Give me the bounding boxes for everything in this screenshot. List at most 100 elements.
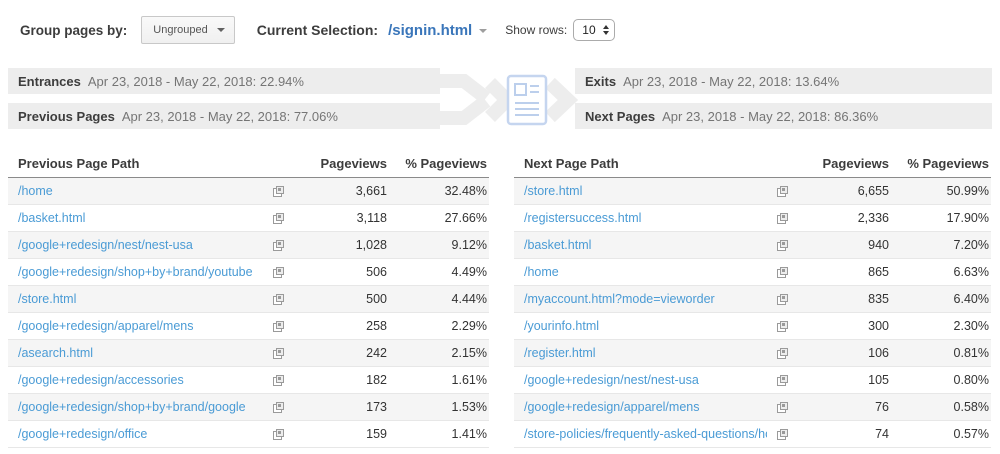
pageviews-value: 74 — [875, 427, 889, 441]
pageviews-value: 300 — [868, 319, 889, 333]
page-path-link[interactable]: /home — [18, 184, 53, 198]
page-path-link[interactable]: /myaccount.html?mode=vieworder — [524, 292, 715, 306]
entrances-detail: Apr 23, 2018 - May 22, 2018: 22.94% — [87, 73, 304, 89]
pageviews-value: 500 — [366, 292, 387, 306]
page-path-link[interactable]: /google+redesign/nest/nest-usa — [524, 373, 699, 387]
next-table-header: Next Page Path Pageviews % Pageviews — [514, 150, 991, 178]
pageviews-pct: 6.40% — [953, 292, 989, 306]
entrances-label: Entrances — [18, 73, 81, 89]
col-pageviews: Pageviews — [822, 156, 890, 171]
next-pages-detail: Apr 23, 2018 - May 22, 2018: 86.36% — [662, 108, 879, 124]
pageviews-pct: 1.61% — [451, 373, 487, 387]
pageviews-pct: 2.15% — [451, 346, 487, 360]
page-path-link[interactable]: /google+redesign/shop+by+brand/google — [18, 400, 246, 414]
page-path-link[interactable]: /registersuccess.html — [524, 211, 642, 225]
open-page-icon[interactable] — [261, 293, 295, 306]
page-path-link[interactable]: /google+redesign/nest/nest-usa — [18, 238, 193, 252]
open-page-icon[interactable] — [767, 212, 797, 225]
pageviews-value: 159 — [366, 427, 387, 441]
pageviews-pct: 1.53% — [451, 400, 487, 414]
page-path-link[interactable]: /store.html — [18, 292, 77, 306]
page-path-link[interactable]: /basket.html — [18, 211, 86, 225]
table-row: /home 865 6.63% — [514, 259, 991, 286]
page-path-link[interactable]: /register.html — [524, 346, 596, 360]
open-page-icon[interactable] — [767, 320, 797, 333]
open-page-icon[interactable] — [767, 293, 797, 306]
table-row: /yourinfo.html 300 2.30% — [514, 313, 991, 340]
current-selection-label: Current Selection: — [256, 22, 379, 38]
page-document-icon — [506, 74, 548, 126]
open-page-icon[interactable] — [767, 401, 797, 414]
open-page-icon[interactable] — [767, 185, 797, 198]
open-page-icon[interactable] — [767, 239, 797, 252]
pageviews-pct: 2.29% — [451, 319, 487, 333]
next-pages-label: Next Pages — [585, 108, 656, 124]
toolbar: Group pages by: Ungrouped Current Select… — [20, 14, 616, 46]
open-page-icon[interactable] — [261, 212, 295, 225]
pageviews-value: 6,655 — [857, 184, 889, 198]
page-path-link[interactable]: /yourinfo.html — [524, 319, 600, 333]
pageviews-pct: 7.20% — [953, 238, 989, 252]
page-path-link[interactable]: /google+redesign/shop+by+brand/youtube — [18, 265, 253, 279]
page-path-link[interactable]: /google+redesign/accessories — [18, 373, 184, 387]
open-page-icon[interactable] — [261, 185, 295, 198]
table-row: /google+redesign/apparel/mens 76 0.58% — [514, 394, 991, 421]
flow-arrows — [438, 74, 578, 126]
page-path-link[interactable]: /store-policies/frequently-asked-questio… — [524, 427, 767, 441]
exits-bar: Exits Apr 23, 2018 - May 22, 2018: 13.64… — [575, 68, 992, 94]
group-pages-dropdown[interactable]: Ungrouped — [141, 16, 235, 44]
open-page-icon[interactable] — [261, 428, 295, 441]
page-path-link[interactable]: /store.html — [524, 184, 583, 198]
pageviews-value: 173 — [366, 400, 387, 414]
open-page-icon[interactable] — [261, 347, 295, 360]
pageviews-pct: 6.63% — [953, 265, 989, 279]
open-page-icon[interactable] — [261, 374, 295, 387]
table-row: /basket.html 940 7.20% — [514, 232, 991, 259]
open-page-icon[interactable] — [261, 239, 295, 252]
previous-table-header: Previous Page Path Pageviews % Pageviews — [8, 150, 489, 178]
group-pages-dropdown-value: Ungrouped — [153, 24, 208, 36]
previous-pages-label: Previous Pages — [18, 108, 115, 124]
table-row: /google+redesign/shop+by+brand/youtube 5… — [8, 259, 489, 286]
open-page-icon[interactable] — [767, 266, 797, 279]
pageviews-value: 76 — [875, 400, 889, 414]
page-path-link[interactable]: /asearch.html — [18, 346, 94, 360]
pageviews-pct: 1.41% — [451, 427, 487, 441]
flow-summary: Entrances Apr 23, 2018 - May 22, 2018: 2… — [0, 58, 1000, 142]
pageviews-pct: 2.30% — [953, 319, 989, 333]
stepper-arrows-icon — [602, 25, 609, 35]
show-rows-select[interactable]: 10 — [573, 19, 616, 41]
open-page-icon[interactable] — [261, 401, 295, 414]
open-page-icon[interactable] — [767, 374, 797, 387]
pageviews-pct: 50.99% — [946, 184, 989, 198]
next-table-body: /store.html 6,655 50.99% /registersucces… — [514, 178, 991, 448]
pageviews-value: 3,661 — [355, 184, 387, 198]
col-next-page-path: Next Page Path — [524, 156, 619, 171]
pageviews-value: 242 — [366, 346, 387, 360]
previous-table-body: /home 3,661 32.48% /basket.html — [8, 178, 489, 448]
pageviews-pct: 0.57% — [953, 427, 989, 441]
current-selection-dropdown[interactable]: /signin.html — [388, 21, 488, 39]
pageviews-value: 105 — [868, 373, 889, 387]
previous-pages-table: Previous Page Path Pageviews % Pageviews… — [8, 150, 489, 448]
pageviews-pct: 0.81% — [953, 346, 989, 360]
previous-pages-detail: Apr 23, 2018 - May 22, 2018: 77.06% — [121, 108, 338, 124]
page-path-link[interactable]: /basket.html — [524, 238, 592, 252]
pageviews-value: 3,118 — [356, 211, 387, 225]
open-page-icon[interactable] — [261, 266, 295, 279]
open-page-icon[interactable] — [767, 347, 797, 360]
page-path-link[interactable]: /home — [524, 265, 559, 279]
pageviews-pct: 0.80% — [953, 373, 989, 387]
show-rows-label: Show rows: — [505, 23, 568, 37]
table-row: /asearch.html 242 2.15% — [8, 340, 489, 367]
chevron-down-icon — [216, 28, 225, 32]
page-path-link[interactable]: /google+redesign/apparel/mens — [18, 319, 194, 333]
open-page-icon[interactable] — [767, 428, 797, 441]
current-selection-value: /signin.html — [388, 21, 473, 39]
page-path-link[interactable]: /google+redesign/office — [18, 427, 148, 441]
chevron-down-icon — [479, 29, 488, 33]
open-page-icon[interactable] — [261, 320, 295, 333]
page-path-link[interactable]: /google+redesign/apparel/mens — [524, 400, 700, 414]
pageviews-pct: 0.58% — [953, 400, 989, 414]
